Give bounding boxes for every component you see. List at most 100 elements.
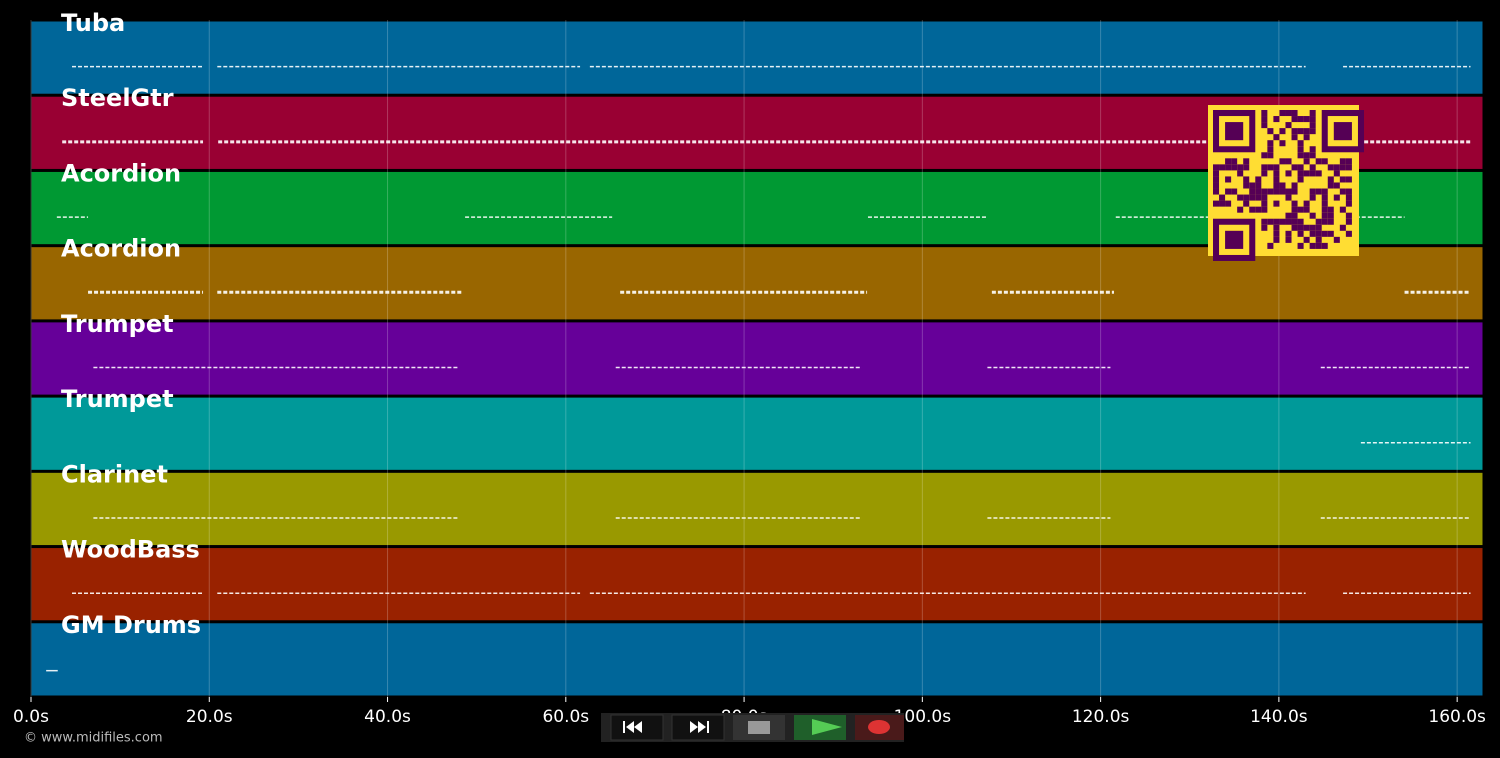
qr-module <box>1279 158 1286 165</box>
track-lane <box>30 20 1484 95</box>
qr-module <box>1237 206 1244 213</box>
fast-forward-button[interactable] <box>671 714 725 741</box>
qr-module <box>1309 212 1316 219</box>
qr-module <box>1345 200 1352 207</box>
qr-module <box>1345 230 1352 237</box>
qr-module <box>1315 170 1322 177</box>
qr-module <box>1327 182 1334 189</box>
x-tick-label: 120.0s <box>1072 707 1130 727</box>
qr-module <box>1225 188 1232 195</box>
qr-module <box>1249 182 1256 189</box>
notes <box>46 65 1471 672</box>
qr-module <box>1315 230 1322 237</box>
qr-module <box>1267 188 1274 195</box>
qr-module <box>1255 188 1262 195</box>
qr-module <box>1261 116 1268 123</box>
qr-module <box>1255 182 1262 189</box>
qr-module <box>1225 200 1232 207</box>
qr-module <box>1309 230 1316 237</box>
qr-module <box>1261 170 1268 177</box>
qr-module <box>1333 194 1340 201</box>
qr-module <box>1267 242 1274 249</box>
x-axis: 0.0s20.0s40.0s60.0s80.0s100.0s120.0s140.… <box>13 697 1486 727</box>
qr-module <box>1309 152 1316 159</box>
qr-module <box>1297 224 1304 231</box>
qr-module <box>1339 158 1346 165</box>
qr-module <box>1327 218 1334 225</box>
track-lane <box>30 246 1484 321</box>
qr-module <box>1273 230 1280 237</box>
qr-module <box>1297 218 1304 225</box>
stop-button[interactable] <box>733 715 785 740</box>
qr-module <box>1267 164 1274 171</box>
qr-module <box>1291 110 1298 117</box>
qr-module <box>1297 230 1304 237</box>
qr-module <box>1231 164 1238 171</box>
qr-module <box>1327 212 1334 219</box>
track-name: Acordion <box>61 235 181 263</box>
qr-module <box>1339 176 1346 183</box>
record-button[interactable] <box>855 715 904 740</box>
qr-module <box>1291 134 1298 141</box>
qr-module <box>1333 122 1352 141</box>
qr-module <box>1273 116 1280 123</box>
qr-module <box>1285 236 1292 243</box>
qr-module <box>1303 152 1310 159</box>
qr-module <box>1291 128 1298 135</box>
track-name: Acordion <box>61 159 181 187</box>
qr-module <box>1327 230 1334 237</box>
qr-module <box>1261 152 1268 159</box>
qr-module <box>1225 176 1232 183</box>
qr-module <box>1267 152 1274 159</box>
qr-module <box>1315 188 1322 195</box>
qr-module <box>1339 206 1346 213</box>
qr-module <box>1345 218 1352 225</box>
qr-module <box>1279 182 1286 189</box>
qr-module <box>1333 182 1340 189</box>
qr-module <box>1219 164 1226 171</box>
qr-module <box>1267 146 1274 153</box>
qr-module <box>1297 116 1304 123</box>
rewind-button[interactable] <box>610 714 664 741</box>
qr-module <box>1285 158 1292 165</box>
qr-module <box>1261 122 1268 129</box>
qr-module <box>1303 170 1310 177</box>
qr-module <box>1219 194 1226 201</box>
qr-module <box>1225 230 1244 249</box>
qr-module <box>1291 200 1298 207</box>
qr-module <box>1297 170 1304 177</box>
qr-module <box>1291 206 1298 213</box>
track-lane <box>30 471 1484 547</box>
qr-module <box>1213 170 1220 177</box>
qr-module <box>1339 164 1346 171</box>
qr-module <box>1273 188 1280 195</box>
track-lane <box>30 547 1484 622</box>
qr-module <box>1297 152 1304 159</box>
qr-module <box>1309 170 1316 177</box>
track-name: Trumpet <box>61 310 174 338</box>
qr-module <box>1261 218 1268 225</box>
qr-module <box>1273 182 1280 189</box>
qr-module <box>1303 134 1310 141</box>
qr-module <box>1279 140 1286 147</box>
qr-module <box>1315 236 1322 243</box>
qr-module <box>1297 242 1304 249</box>
x-tick-label: 40.0s <box>364 707 411 727</box>
qr-module <box>1327 206 1334 213</box>
qr-module <box>1291 182 1298 189</box>
qr-module <box>1303 200 1310 207</box>
qr-module <box>1243 200 1250 207</box>
qr-module <box>1291 164 1298 171</box>
x-tick-label: 140.0s <box>1250 707 1308 727</box>
x-tick-label: 160.0s <box>1428 707 1486 727</box>
qr-module <box>1291 188 1298 195</box>
qr-module <box>1309 146 1316 153</box>
x-tick-label: 100.0s <box>894 707 952 727</box>
qr-module <box>1309 224 1316 231</box>
qr-module <box>1321 206 1328 213</box>
play-button[interactable] <box>794 715 846 740</box>
qr-module <box>1225 122 1244 141</box>
qr-module <box>1249 206 1256 213</box>
qr-module <box>1345 188 1352 195</box>
